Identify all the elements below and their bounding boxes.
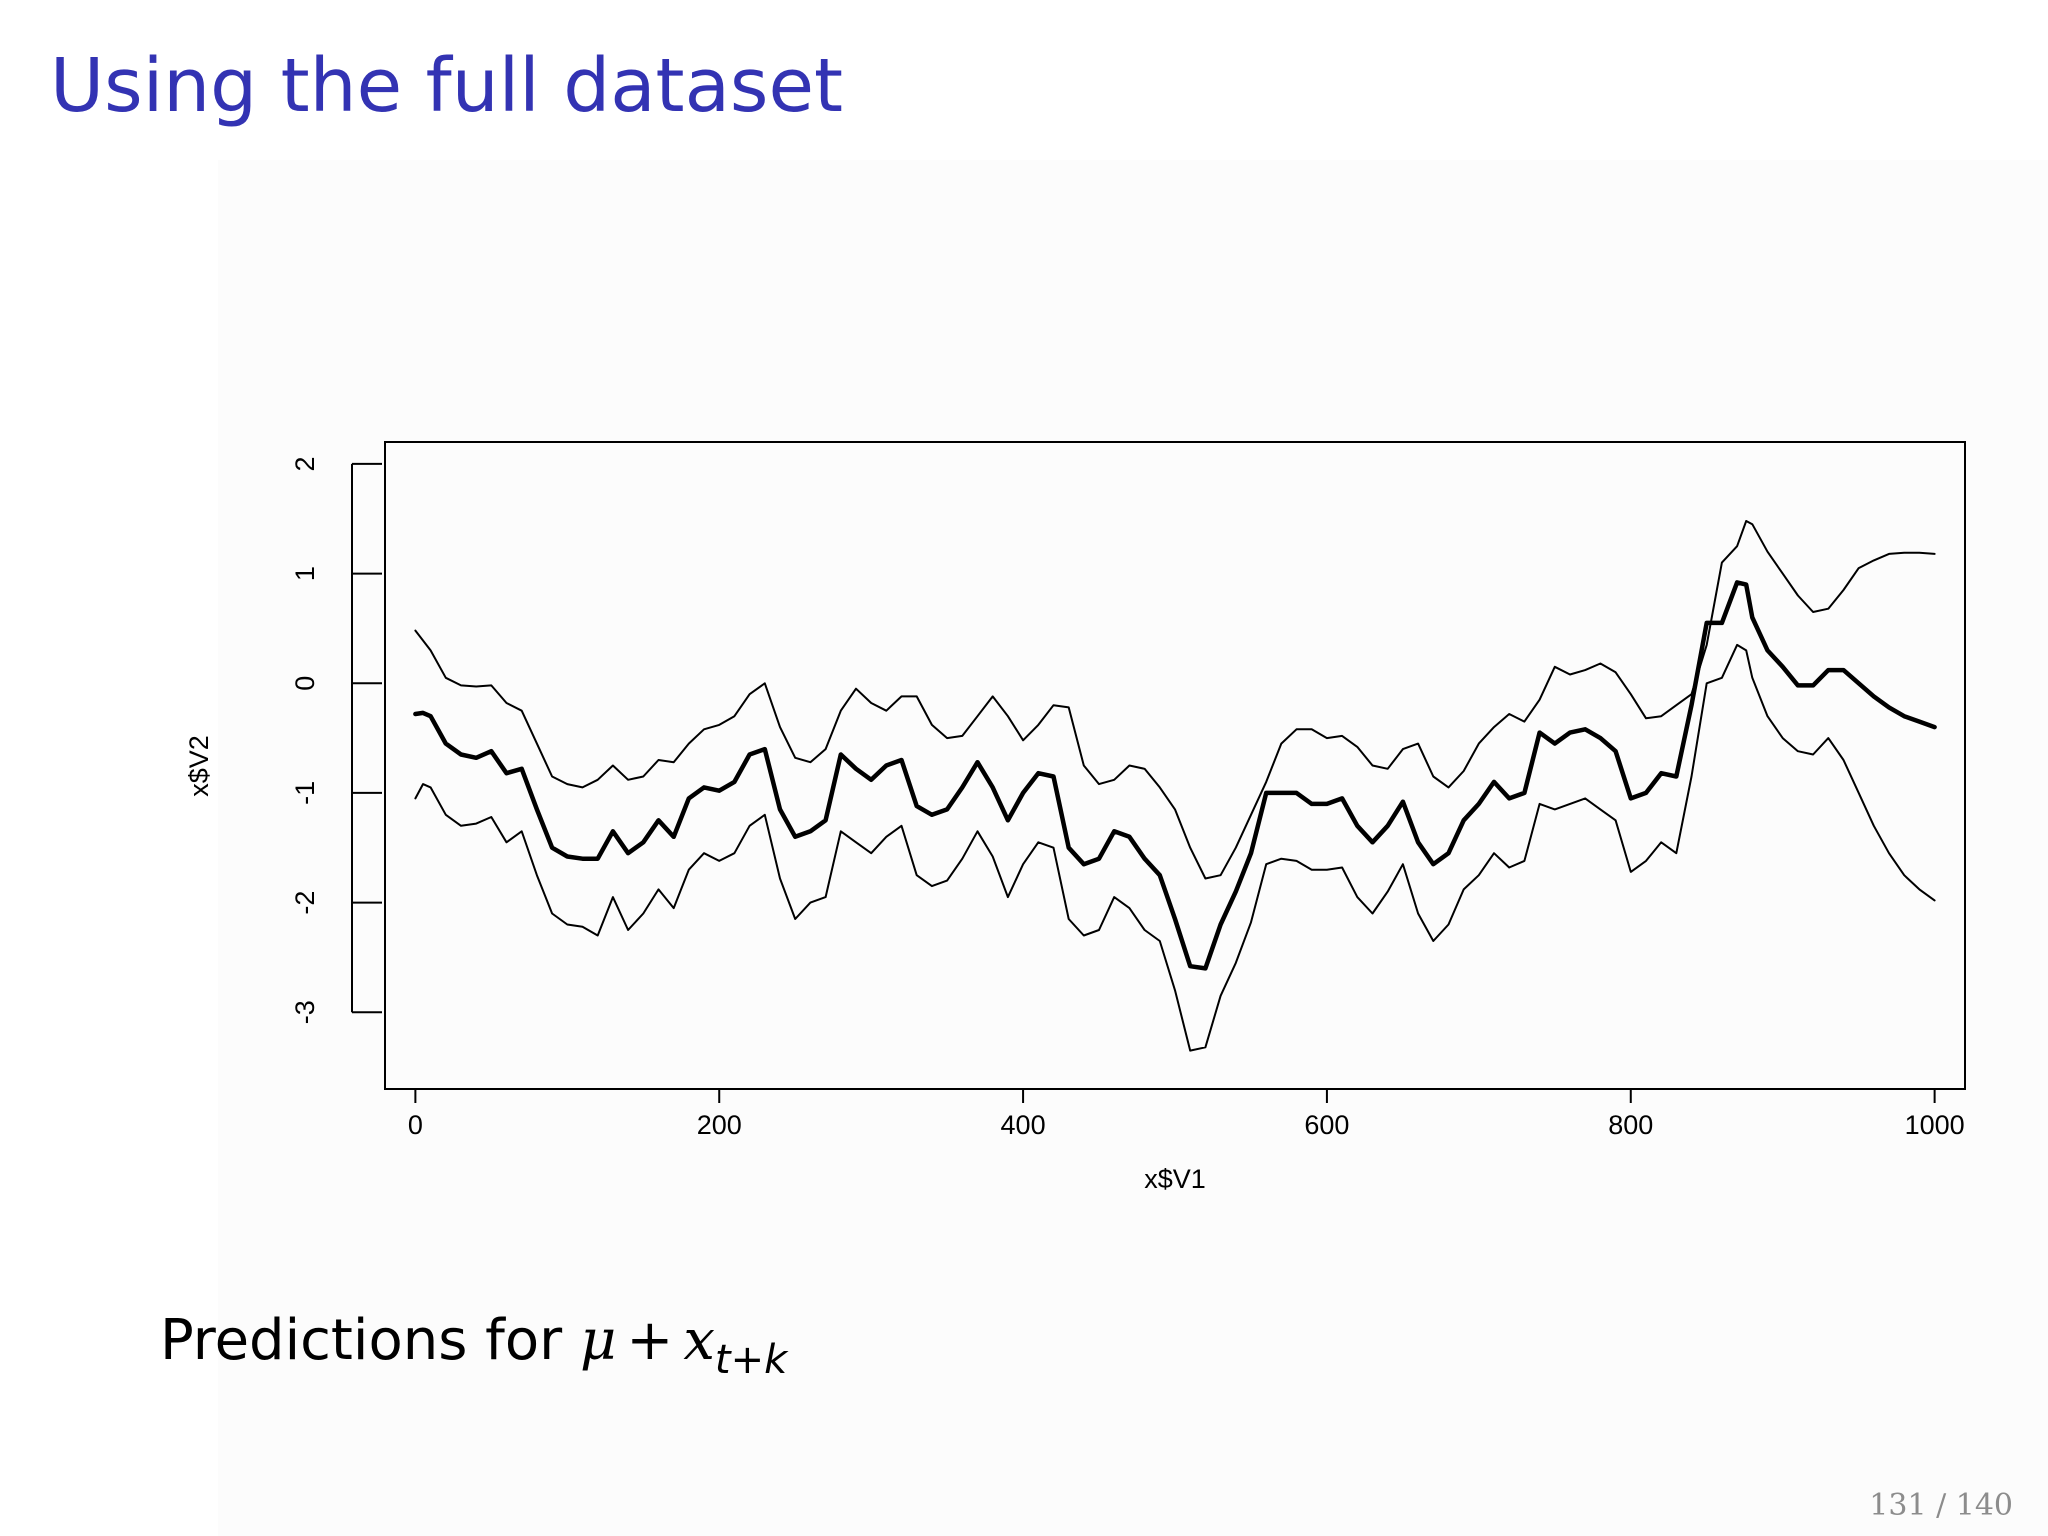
page-number: 131 / 140 (1869, 1488, 2013, 1523)
y-tick-label: 0 (290, 676, 320, 691)
x-tick-label: 200 (697, 1110, 742, 1140)
caption-x: x (683, 1308, 715, 1373)
x-tick-label: 600 (1304, 1110, 1349, 1140)
y-tick-label: 2 (290, 456, 320, 471)
x-tick-label: 1000 (1905, 1110, 1965, 1140)
series-line-prediction (413, 580, 1937, 971)
caption: Predictions for μ + xt+k (160, 1308, 787, 1380)
caption-plus: + (626, 1308, 674, 1373)
y-tick-label: -1 (290, 781, 320, 805)
x-tick-label: 400 (1001, 1110, 1046, 1140)
plot-backdrop (218, 160, 2048, 1536)
x-tick-label: 0 (408, 1110, 423, 1140)
slide-title: Using the full dataset (50, 43, 844, 129)
x-axis-title: x$V1 (1144, 1164, 1206, 1194)
y-axis: -3 -2 -1 0 1 2 (290, 456, 382, 1024)
y-tick-label: -3 (290, 1000, 320, 1024)
series-line-upper (414, 520, 1936, 880)
x-axis: 0 200 400 600 800 1000 (408, 1088, 1965, 1140)
caption-prefix: Predictions for (160, 1308, 563, 1373)
x-tick-label: 800 (1608, 1110, 1653, 1140)
y-tick-label: 1 (290, 566, 320, 581)
caption-mu: μ (579, 1308, 617, 1373)
series-layer (413, 520, 1937, 1052)
series-line-lower (414, 643, 1936, 1052)
y-axis-title: x$V2 (184, 735, 214, 797)
y-tick-label: -2 (290, 891, 320, 915)
caption-subscript: t+k (714, 1337, 788, 1383)
